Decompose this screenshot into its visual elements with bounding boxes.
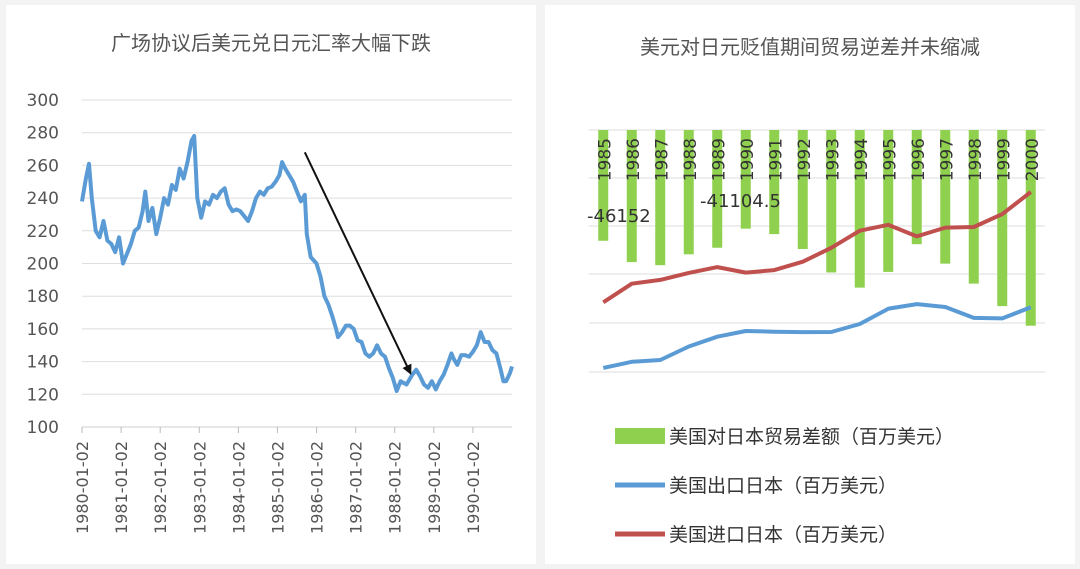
trade-chart: 1985 1986 1987 1988 1989 1990 1991 1992 1993 1994… <box>587 129 1045 546</box>
deficit-bar <box>655 130 666 266</box>
category-label: 1990 <box>738 138 758 181</box>
deficit-bar <box>712 130 723 248</box>
deficit-bar <box>940 130 951 264</box>
category-label: 1998 <box>966 138 986 181</box>
category-label: 1991 <box>766 138 786 181</box>
deficit-bar <box>1025 130 1036 326</box>
category-label: 1992 <box>795 138 815 181</box>
deficit-bar <box>769 130 780 235</box>
deficit-bar <box>598 130 609 241</box>
deficit-bar <box>997 130 1008 307</box>
x-tick-label: 1987-01-02 <box>347 441 366 534</box>
category-label: 2000 <box>1023 138 1043 181</box>
exchange-rate-line <box>80 134 514 393</box>
deficit-bar <box>683 130 694 255</box>
deficit-bar <box>626 130 637 263</box>
chart-title: 美元对日元贬值期间贸易逆差并未缩减 <box>640 35 980 59</box>
x-tick-label: 1983-01-02 <box>190 441 209 534</box>
import-line <box>602 190 1033 304</box>
bar-data-label: -46152 <box>587 206 651 227</box>
category-label: 1995 <box>880 138 900 181</box>
deficit-bar <box>854 130 865 288</box>
category-label: 1997 <box>937 138 957 181</box>
category-label: 1989 <box>709 138 729 181</box>
legend-label: 美国对日本贸易差额（百万美元） <box>669 426 954 448</box>
x-tick-label: 1981-01-02 <box>112 441 131 534</box>
exchange-rate-chart: 100 120 140 160 180 200 220 240 260 280 300 1980-0… <box>27 91 514 534</box>
deficit-bar <box>883 130 894 272</box>
x-tick-label: 1985-01-02 <box>268 441 287 534</box>
deficit-bar <box>911 130 922 245</box>
x-tick-label: 1988-01-02 <box>386 441 405 534</box>
x-tick-label: 1990-01-02 <box>464 441 483 534</box>
y-tick-label: 140 <box>27 353 59 373</box>
deficit-bar <box>797 130 808 250</box>
legend-label: 美国出口日本（百万美元） <box>669 475 897 497</box>
y-tick-label: 100 <box>27 418 59 438</box>
deficit-bar <box>826 130 837 273</box>
y-tick-label: 180 <box>27 287 59 307</box>
exchange-rate-chart-panel: 广场协议后美元兑日元汇率大幅下跌 100 120 140 160 180 200 220 24… <box>6 5 536 564</box>
legend-swatch <box>615 428 665 444</box>
x-tick-label: 1982-01-02 <box>151 441 170 534</box>
y-tick-label: 280 <box>27 124 59 144</box>
export-line <box>602 302 1032 370</box>
chart-title: 广场协议后美元兑日元汇率大幅下跌 <box>111 31 431 55</box>
x-tick-label: 1984-01-02 <box>229 441 248 534</box>
trend-arrow <box>303 151 412 375</box>
x-tick-label: 1980-01-02 <box>73 441 92 534</box>
y-tick-label: 120 <box>27 385 59 405</box>
legend-label: 美国进口日本（百万美元） <box>669 524 897 546</box>
category-label: 1985 <box>595 138 615 181</box>
category-label: 1993 <box>823 138 843 181</box>
category-label: 1987 <box>652 138 672 181</box>
category-label: 1994 <box>852 138 872 181</box>
x-tick-label: 1986-01-02 <box>308 441 327 534</box>
category-label: 1986 <box>624 138 644 181</box>
category-label: 1999 <box>994 138 1014 181</box>
deficit-bar <box>968 130 979 284</box>
y-tick-label: 240 <box>27 189 59 209</box>
bar-data-label: -41104.5 <box>700 191 781 212</box>
y-tick-label: 160 <box>27 320 59 340</box>
y-tick-label: 260 <box>27 156 59 176</box>
category-label: 1996 <box>909 138 929 181</box>
x-tick-label: 1989-01-02 <box>425 441 444 534</box>
category-label: 1988 <box>681 138 701 181</box>
y-tick-label: 300 <box>27 91 59 111</box>
deficit-bar <box>740 130 751 229</box>
y-tick-label: 220 <box>27 222 59 242</box>
y-tick-label: 200 <box>27 255 59 275</box>
trade-deficit-chart-panel: 美元对日元贬值期间贸易逆差并未缩减 1985 1986 1987 1988 1989 19… <box>545 5 1075 564</box>
